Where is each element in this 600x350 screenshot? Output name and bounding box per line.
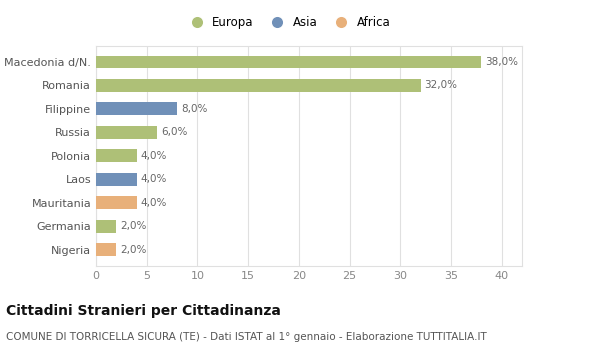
Text: 2,0%: 2,0% — [121, 245, 147, 254]
Legend: Europa, Asia, Africa: Europa, Asia, Africa — [181, 12, 395, 34]
Bar — [96, 103, 177, 115]
Bar — [96, 196, 137, 209]
Bar — [96, 243, 116, 256]
Bar — [96, 173, 137, 186]
Bar — [96, 56, 481, 68]
Text: 38,0%: 38,0% — [485, 57, 518, 67]
Text: 4,0%: 4,0% — [140, 198, 167, 208]
Text: 8,0%: 8,0% — [181, 104, 208, 114]
Bar — [96, 79, 421, 92]
Bar — [96, 126, 157, 139]
Text: 2,0%: 2,0% — [121, 221, 147, 231]
Text: COMUNE DI TORRICELLA SICURA (TE) - Dati ISTAT al 1° gennaio - Elaborazione TUTTI: COMUNE DI TORRICELLA SICURA (TE) - Dati … — [6, 332, 487, 343]
Text: 4,0%: 4,0% — [140, 174, 167, 184]
Text: 32,0%: 32,0% — [425, 80, 458, 90]
Text: Cittadini Stranieri per Cittadinanza: Cittadini Stranieri per Cittadinanza — [6, 304, 281, 318]
Bar — [96, 149, 137, 162]
Text: 6,0%: 6,0% — [161, 127, 187, 137]
Text: 4,0%: 4,0% — [140, 151, 167, 161]
Bar — [96, 220, 116, 232]
